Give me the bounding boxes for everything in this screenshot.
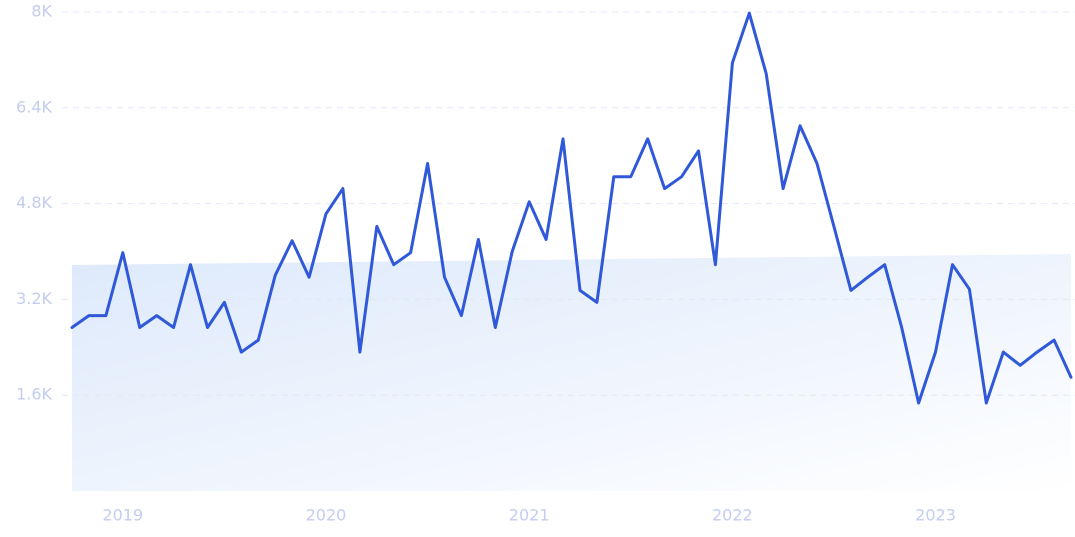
- y-tick-label: 3.2K: [16, 289, 52, 308]
- x-tick-label: 2021: [509, 506, 550, 525]
- x-tick-label: 2020: [306, 506, 347, 525]
- x-tick-label: 2022: [712, 506, 753, 525]
- x-tick-label: 2019: [102, 506, 143, 525]
- y-tick-label: 6.4K: [16, 97, 52, 116]
- data-line: [70, 11, 1073, 405]
- background-band: [72, 254, 1071, 491]
- y-tick-label: 8K: [31, 2, 52, 21]
- y-tick-label: 4.8K: [16, 193, 52, 212]
- x-tick-label: 2023: [915, 506, 956, 525]
- y-tick-label: 1.6K: [16, 385, 52, 404]
